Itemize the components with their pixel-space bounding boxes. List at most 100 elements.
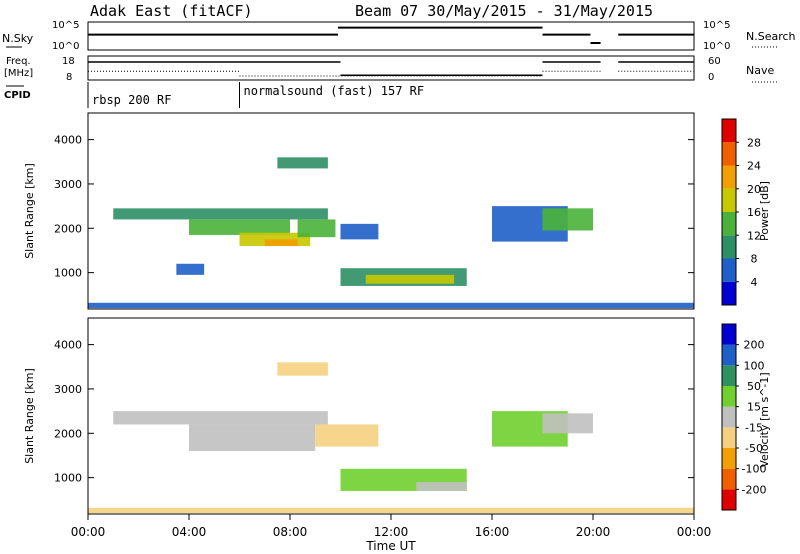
velocity-ytick-label-2: 3000 — [54, 383, 82, 396]
time-tick-label-0: 00:00 — [71, 525, 106, 539]
nave-tick-top: 60 — [708, 56, 721, 67]
velocity-patch-2 — [315, 424, 379, 447]
velocity-colorbar-cell-4 — [722, 406, 736, 428]
title-right: Beam 07 30/May/2015 - 31/May/2015 — [355, 2, 653, 20]
freq-panel: Freq. [MHz] 18 8 60 0 Nave — [4, 55, 778, 83]
velocity-patch-0 — [113, 411, 328, 425]
power-panel: 1000 2000 3000 4000 Slant Range [km] 28 24 20… — [23, 112, 771, 310]
velocity-colorbar-cell-1 — [722, 468, 736, 490]
velocity-colorbar-cell-3 — [722, 427, 736, 448]
velocity-colorbar-cell-5 — [722, 386, 736, 407]
power-patch-0 — [113, 208, 328, 220]
nsky-tick-top-right: 10^5 — [703, 20, 730, 31]
velocity-colorbar-tick-label-3: 15 — [747, 401, 761, 414]
velocity-colorbar-cell-2 — [722, 448, 736, 469]
velocity-patch-7 — [277, 362, 328, 376]
velocity-colorbar-frame — [721, 323, 737, 511]
velocity-colorbar-label: Velocity [m s^-1] — [758, 372, 771, 467]
velocity-ytick-label-1: 2000 — [54, 427, 82, 440]
power-colorbar-cell-4 — [722, 188, 736, 212]
velocity-ytick-label-0: 1000 — [54, 472, 82, 485]
power-colorbar-tick-label-1: 24 — [747, 160, 761, 173]
freq-unit-label: [MHz] — [4, 68, 33, 79]
power-colorbar-cell-6 — [722, 142, 736, 166]
velocity-patch-1 — [189, 424, 316, 452]
power-patch-3 — [264, 239, 298, 247]
power-colorbar-cell-3 — [722, 212, 736, 236]
power-colorbar-cell-5 — [722, 165, 736, 189]
power-patch-11 — [176, 263, 205, 275]
velocity-ytick-label-3: 4000 — [54, 339, 82, 352]
power-patch-1 — [189, 219, 290, 235]
power-ytick-label-3: 4000 — [54, 134, 82, 147]
freq-label: Freq. — [6, 56, 31, 67]
power-y-ticks: 1000 2000 3000 4000 — [54, 134, 694, 280]
velocity-colorbar-tick-label-1: 100 — [744, 359, 765, 372]
power-colorbar-ticks: 28 24 20 16 12 8 4 — [736, 136, 761, 289]
power-data — [88, 157, 694, 309]
velocity-colorbar-cell-7 — [722, 344, 736, 366]
velocity-patch-6 — [542, 413, 593, 434]
time-tick-label-4: 16:00 — [475, 525, 510, 539]
time-tick-label-6: 00:00 — [677, 525, 712, 539]
power-patch-8 — [365, 274, 455, 284]
power-colorbar-label: Power [dB] — [758, 181, 771, 241]
cpid-segment-1: normalsound (fast) 157 RF — [244, 84, 425, 98]
nsky-tick-bottom-left: 10^0 — [52, 41, 79, 52]
cpid-panel: CPID rbsp 200 RF normalsound (fast) 157 … — [4, 82, 424, 108]
time-tick-label-5: 20:00 — [576, 525, 611, 539]
velocity-colorbar-tick-label-4: -15 — [745, 421, 763, 434]
freq-tick-bottom: 8 — [66, 72, 72, 83]
nsearch-label: N.Search — [746, 30, 796, 43]
power-colorbar-cell-7 — [722, 119, 736, 143]
velocity-colorbar-tick-label-6: -100 — [742, 463, 767, 476]
power-ytick-label-0: 1000 — [54, 267, 82, 280]
power-patch-4 — [297, 219, 336, 238]
power-patch-12 — [88, 302, 694, 309]
title-left: Adak East (fitACF) — [90, 2, 253, 20]
velocity-colorbar-ticks: 200 100 50 15 -15 -50 -100 -200 — [736, 339, 767, 496]
power-colorbar-tick-label-2: 20 — [747, 183, 761, 196]
velocity-patch-8 — [88, 507, 694, 514]
nsky-trace — [88, 26, 694, 44]
velocity-data — [88, 362, 694, 514]
velocity-y-label: Slant Range [km] — [23, 368, 36, 464]
velocity-colorbar-tick-label-7: -200 — [742, 483, 767, 496]
power-colorbar-cell-2 — [722, 235, 736, 259]
time-axis-label: Time UT — [365, 539, 416, 553]
cpid-segment-0: rbsp 200 RF — [92, 93, 171, 107]
power-colorbar-tick-label-4: 12 — [747, 229, 761, 242]
power-patch-10 — [542, 208, 593, 231]
cpid-label: CPID — [4, 90, 31, 101]
power-colorbar-tick-label-5: 8 — [751, 253, 758, 266]
velocity-colorbar-tick-label-5: -50 — [745, 442, 763, 455]
velocity-colorbar-tick-label-2: 50 — [747, 380, 761, 393]
nave-tick-bottom: 0 — [708, 72, 714, 83]
time-tick-label-1: 04:00 — [172, 525, 207, 539]
power-patch-6 — [277, 157, 328, 169]
time-tick-label-2: 08:00 — [273, 525, 308, 539]
nave-trace — [88, 70, 694, 77]
power-colorbar-tick-label-6: 4 — [751, 276, 758, 289]
power-colorbar — [721, 118, 737, 306]
power-colorbar-tick-label-3: 16 — [747, 206, 761, 219]
power-ytick-label-1: 2000 — [54, 222, 82, 235]
nsky-panel: N.Sky 10^5 10^0 10^5 10^0 N.Search — [2, 20, 796, 52]
velocity-panel: 1000 2000 3000 4000 Slant Range [km] 200 100… — [23, 317, 771, 515]
velocity-patch-4 — [416, 482, 467, 491]
velocity-colorbar-tick-label-0: 200 — [744, 339, 765, 352]
nave-label: Nave — [746, 64, 774, 77]
velocity-colorbar — [721, 323, 737, 511]
nsky-tick-bottom-right: 10^0 — [703, 41, 730, 52]
power-ytick-label-2: 3000 — [54, 178, 82, 191]
time-tick-label-3: 12:00 — [374, 525, 409, 539]
freq-trace — [88, 61, 694, 76]
velocity-colorbar-cell-8 — [722, 324, 736, 345]
power-colorbar-cell-1 — [722, 258, 736, 282]
nsky-tick-top-left: 10^5 — [52, 20, 79, 31]
time-axis-ticks: 00:00 04:00 08:00 12:00 16:00 20:00 00:00 — [71, 514, 712, 539]
power-patch-5 — [340, 223, 379, 240]
power-colorbar-tick-label-0: 28 — [747, 136, 761, 149]
velocity-y-ticks: 1000 2000 3000 4000 — [54, 339, 694, 485]
